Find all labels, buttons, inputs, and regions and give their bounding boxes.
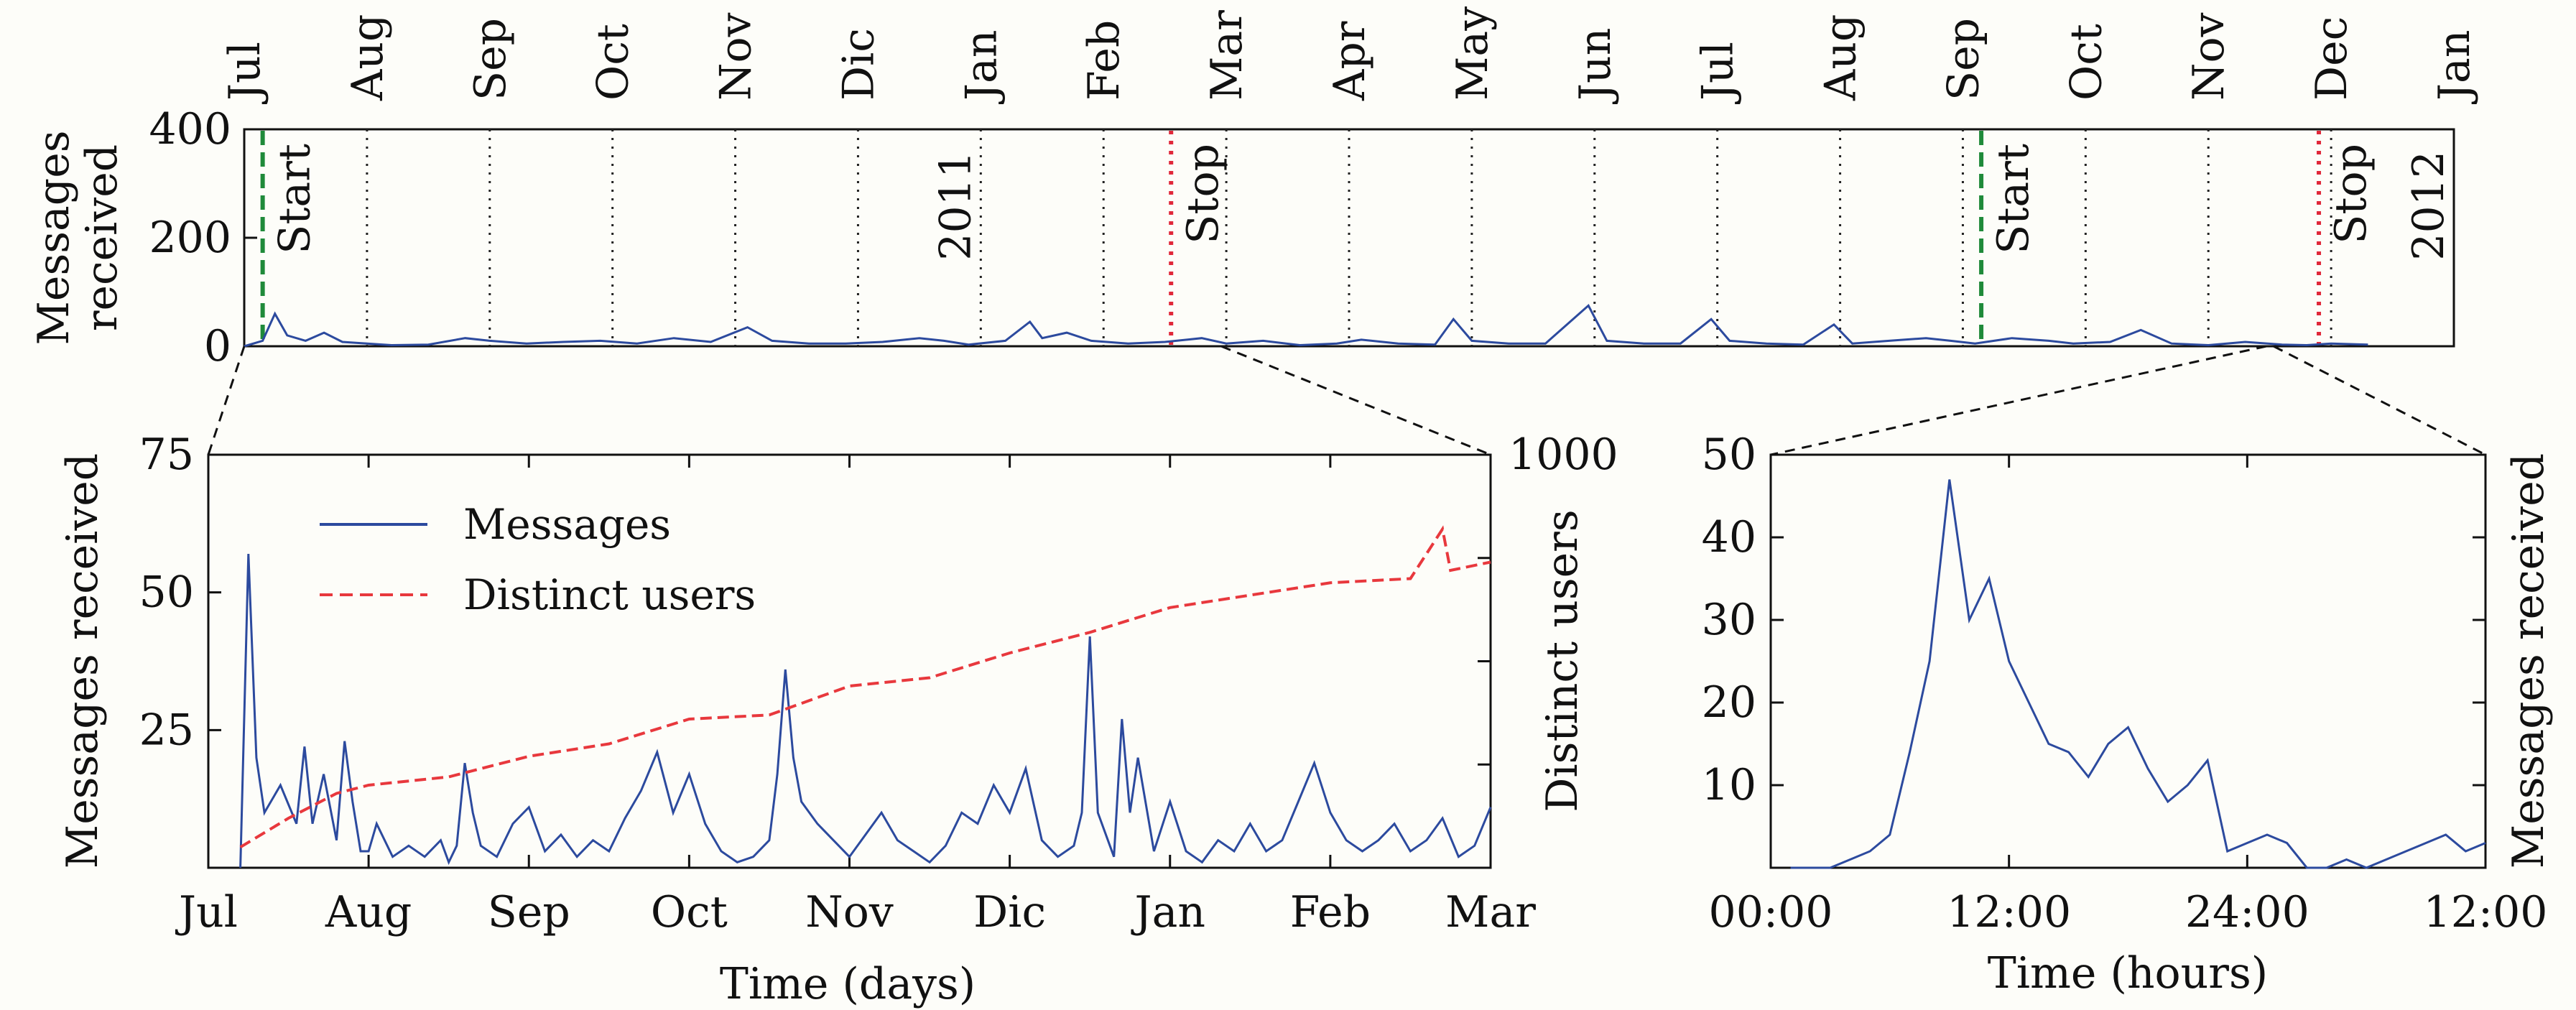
overview-y-label-line1: Messages xyxy=(29,130,79,345)
overview-event-markers: Start Stop Start Stop xyxy=(260,131,2376,345)
distinct-users-line xyxy=(239,525,1491,849)
days-plot-frame xyxy=(207,453,1492,869)
overview-month-tick-label: Jan xyxy=(956,30,1006,105)
stop-marker-label: Stop xyxy=(2326,144,2376,244)
overview-month-tick-label: Jan xyxy=(2429,30,2480,105)
overview-month-tick-label: Sep xyxy=(1938,18,1988,101)
zoom-connector-hours-right xyxy=(2273,345,2486,456)
overview-y-tick-label: 200 xyxy=(149,213,231,263)
days-right-y-tick-label: 1000 xyxy=(1509,430,1618,480)
days-x-tick-label: Jan xyxy=(1131,887,1205,937)
overview-month-tick-label: Nov xyxy=(2184,12,2234,101)
days-x-tick-label: Sep xyxy=(488,887,570,937)
zoom-connectors xyxy=(207,345,2486,456)
overview-month-tick-label: Aug xyxy=(343,14,393,101)
hours-y-tick-label: 20 xyxy=(1702,677,1756,728)
overview-month-tick-label: Apr xyxy=(1325,21,1375,101)
overview-year-label: 2012 xyxy=(2404,151,2454,261)
hours-y-label: Messages received xyxy=(2503,453,2554,868)
days-x-tick-label: Aug xyxy=(325,887,412,937)
days-x-tick-label: Feb xyxy=(1290,887,1371,937)
overview-y-label-line2: received xyxy=(77,144,127,331)
days-legend: Messages Distinct users xyxy=(320,500,756,619)
overview-series xyxy=(244,304,2368,348)
hours-panel: 00:00 12:00 24:00 12:00 10 20 30 40 50 Messages… xyxy=(1702,430,2554,999)
hours-y-tick-label: 40 xyxy=(1702,512,1756,562)
days-x-tick-label: Jul xyxy=(175,887,238,937)
hours-x-ticks: 00:00 12:00 24:00 12:00 xyxy=(1709,455,2548,937)
legend-label-distinct-users: Distinct users xyxy=(463,570,756,619)
zoom-connector-days-right xyxy=(1220,345,1491,456)
hours-messages-line xyxy=(1790,479,2486,869)
stop-marker-label: Stop xyxy=(1178,144,1228,244)
days-x-label: Time (days) xyxy=(720,959,976,1009)
hours-x-tick-label: 24:00 xyxy=(2185,887,2309,937)
hours-x-label: Time (hours) xyxy=(1988,948,2268,999)
overview-month-tick-label: Mar xyxy=(1202,10,1252,101)
hours-x-tick-label: 00:00 xyxy=(1709,887,1833,937)
zoom-connector-days-left xyxy=(207,346,246,455)
overview-panel: Start Stop Start Stop Jul Aug Sep Oct Nov Dic Jan… xyxy=(29,6,2480,371)
hours-series xyxy=(1790,479,2486,869)
hours-x-tick-label: 12:00 xyxy=(2424,887,2548,937)
legend-label-messages: Messages xyxy=(463,500,671,549)
overview-month-tick-label: Feb xyxy=(1079,20,1129,101)
messages-line xyxy=(239,553,1492,868)
days-series xyxy=(239,525,1492,868)
overview-plot-frame xyxy=(243,128,2455,348)
hours-y-tick-label: 30 xyxy=(1702,595,1756,645)
days-y-ticks: 25 50 75 xyxy=(139,430,221,755)
overview-month-tick-label: Oct xyxy=(588,24,639,101)
overview-month-tick-label: Dec xyxy=(2307,17,2357,101)
hours-y-tick-label: 10 xyxy=(1702,760,1756,810)
hours-y-tick-label: 50 xyxy=(1702,430,1756,480)
hours-x-tick-label: 12:00 xyxy=(1947,887,2071,937)
overview-y-tick-label: 400 xyxy=(149,104,231,154)
overview-year-label: 2011 xyxy=(930,151,981,261)
days-x-tick-label: Dic xyxy=(973,887,1046,937)
overview-month-tick-label: Sep xyxy=(465,18,516,101)
days-x-tick-label: Nov xyxy=(805,887,894,937)
days-right-y-label: Distinct users xyxy=(1537,509,1588,812)
days-y-tick-label: 50 xyxy=(139,567,194,618)
start-marker-label: Start xyxy=(1988,144,2039,254)
overview-month-tick-label: Oct xyxy=(2061,24,2111,101)
hours-plot-frame xyxy=(1769,453,2487,869)
overview-month-tick-label: Jun xyxy=(1570,28,1621,105)
hours-y-ticks: 10 20 30 40 50 xyxy=(1702,430,2485,810)
days-y-label: Messages received xyxy=(57,453,108,868)
overview-month-tick-label: Jul xyxy=(1693,42,1743,105)
overview-month-tick-label: Nov xyxy=(711,12,761,101)
overview-month-tick-label: Dic xyxy=(833,28,884,101)
days-x-ticks: Jul Aug Sep Oct Nov Dic Jan Feb Mar xyxy=(175,455,1536,937)
days-y-tick-label: 75 xyxy=(139,430,194,480)
days-x-tick-label: Oct xyxy=(651,887,728,937)
overview-month-tick-label: Aug xyxy=(1816,14,1866,101)
overview-month-tick-label: May xyxy=(1447,6,1498,101)
overview-month-gridlines xyxy=(366,129,2332,346)
overview-year-labels: 2011 2012 xyxy=(930,151,2454,261)
overview-y-ticks: 0 200 400 xyxy=(149,104,257,371)
overview-messages-line xyxy=(244,304,2368,348)
days-x-tick-label: Mar xyxy=(1445,887,1536,937)
overview-month-tick-label: Jul xyxy=(220,42,270,105)
zoom-connector-hours-left xyxy=(1770,345,2267,456)
overview-y-tick-label: 0 xyxy=(204,321,231,371)
overview-month-tick-labels: Jul Aug Sep Oct Nov Dic Jan Feb Mar Apr May Jun Jul A… xyxy=(220,6,2480,105)
days-y-tick-label: 25 xyxy=(139,705,194,755)
start-marker-label: Start xyxy=(270,144,320,254)
days-right-y-ticks: 1000 xyxy=(1478,430,1618,766)
